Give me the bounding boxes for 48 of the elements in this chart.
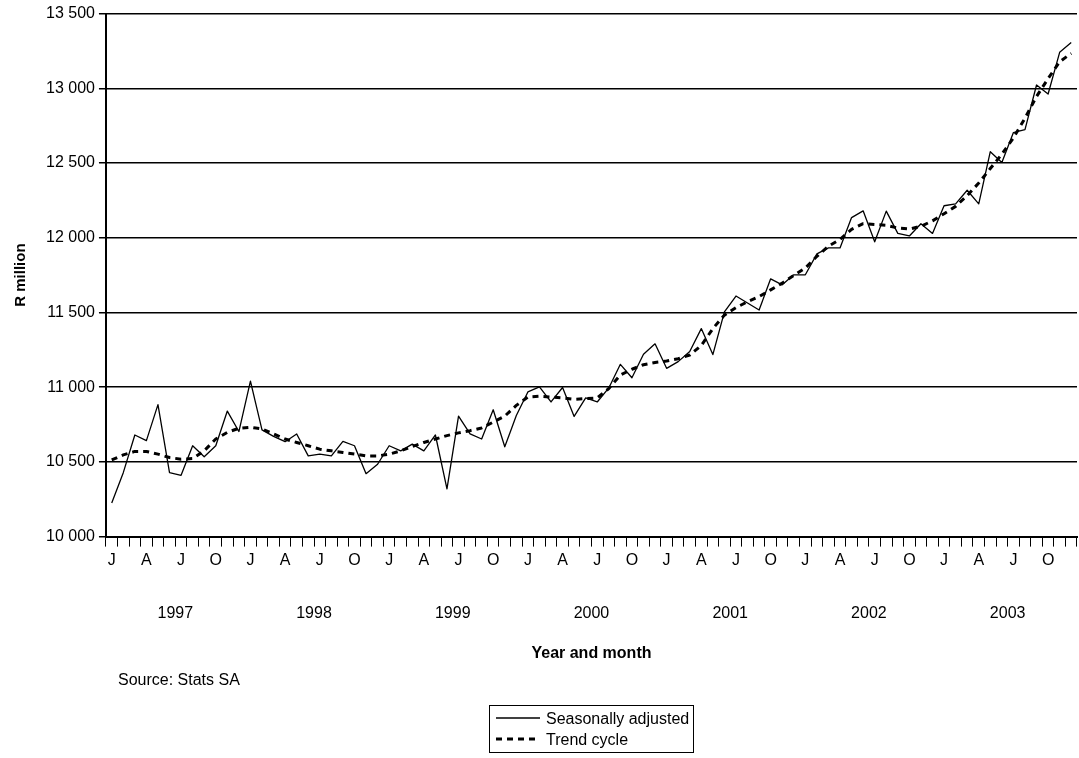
x-tick-label: J <box>315 550 324 568</box>
x-tick-label: O <box>764 550 777 568</box>
legend-label: Trend cycle <box>545 729 629 750</box>
x-axis-title: Year and month <box>531 643 652 661</box>
y-tick-label: 12 000 <box>46 228 96 246</box>
x-tick-label: O <box>486 550 500 568</box>
y-axis-title: R million <box>11 243 29 307</box>
x-tick-label: J <box>1009 550 1018 568</box>
y-tick-label: 12 500 <box>46 153 96 171</box>
source-note: Source: Stats SA <box>118 671 241 689</box>
x-tick-label: A <box>557 550 569 568</box>
x-tick-label: A <box>418 550 430 568</box>
text: 1997 <box>157 604 194 622</box>
x-tick-label: A <box>834 550 846 568</box>
text: 2002 <box>851 604 887 622</box>
legend-label: Seasonally adjusted <box>545 708 690 729</box>
x-tick-label: J <box>662 550 671 568</box>
text: 1998 <box>296 604 332 622</box>
text: 2000 <box>573 604 610 622</box>
x-tick-label: J <box>246 550 255 568</box>
x-tick-label: J <box>454 550 463 568</box>
text: 1999 <box>434 604 471 622</box>
x-tick-label: A <box>695 550 707 568</box>
x-tick-label: J <box>731 550 740 568</box>
x-tick-label: O <box>903 550 916 568</box>
y-tick-label: 11 500 <box>47 302 96 320</box>
y-tick-label: 13 500 <box>46 4 96 22</box>
y-tick-label: 13 000 <box>46 78 96 96</box>
x-tick-label: J <box>177 550 186 568</box>
x-tick-label: O <box>625 550 639 568</box>
x-tick-label: J <box>593 550 602 568</box>
x-tick-label: J <box>523 550 532 568</box>
x-tick-label: O <box>1041 550 1055 568</box>
text: 2001 <box>712 604 749 622</box>
x-tick-label: J <box>940 550 949 568</box>
y-tick-label: 10 500 <box>46 452 96 470</box>
text: 2003 <box>989 604 1026 622</box>
x-tick-label: O <box>348 550 361 568</box>
y-tick-label: 11 000 <box>47 377 96 395</box>
x-tick-label: O <box>209 550 222 568</box>
x-tick-label: J <box>107 550 116 568</box>
x-tick-label: J <box>385 550 394 568</box>
x-tick-label: A <box>279 550 291 568</box>
x-tick-label: A <box>973 550 985 568</box>
y-tick-label: 10 000 <box>46 527 96 545</box>
x-tick-label: A <box>141 550 153 568</box>
x-tick-label: J <box>870 550 879 568</box>
x-tick-label: J <box>801 550 810 568</box>
